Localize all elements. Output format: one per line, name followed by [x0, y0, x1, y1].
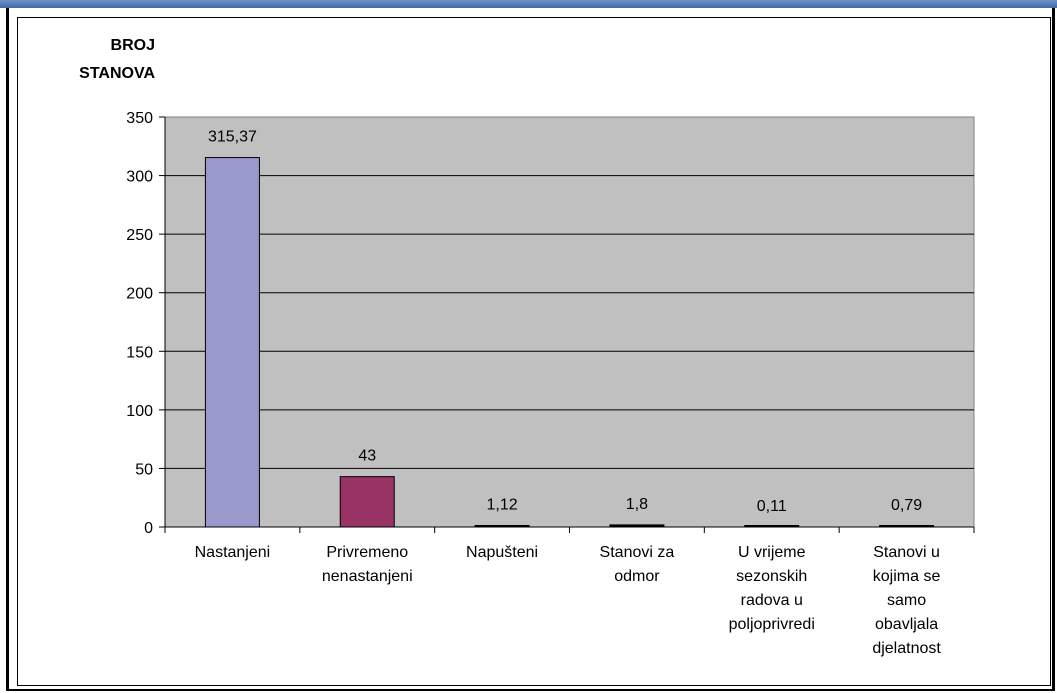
y-tick-label-0: 0 [144, 520, 153, 537]
y-axis-label-line-1: BROJ [111, 37, 155, 54]
y-axis-label-line-2: STANOVA [79, 65, 155, 82]
category-label-5-2: samo [887, 592, 926, 609]
data-label-5: 0,79 [891, 497, 922, 514]
category-label-1-1: nenastanjeni [322, 568, 413, 585]
bar-5 [879, 525, 935, 528]
data-label-0: 315,37 [208, 129, 257, 146]
bar-1 [339, 476, 395, 528]
category-label-4-2: radova u [741, 592, 803, 609]
y-tick-label-1: 50 [135, 461, 153, 478]
y-tick-label-2: 100 [126, 403, 153, 420]
bar-2 [474, 525, 530, 528]
category-label-5-4: djelatnost [872, 640, 941, 657]
category-label-5-3: obavljala [875, 616, 938, 633]
category-label-3-1: odmor [614, 568, 660, 585]
data-label-3: 1,8 [626, 496, 648, 513]
category-label-0-0: Nastanjeni [195, 544, 271, 561]
category-label-1-0: Privremeno [326, 544, 408, 561]
y-tick-label-5: 250 [126, 227, 153, 244]
y-tick-label-3: 150 [126, 344, 153, 361]
y-tick-label-7: 350 [126, 110, 153, 127]
window-title-strip [0, 0, 1057, 8]
category-label-3-0: Stanovi za [600, 544, 675, 561]
category-label-4-3: poljoprivredi [729, 616, 815, 633]
category-label-2-0: Napušteni [466, 544, 538, 561]
data-label-1: 43 [358, 448, 376, 465]
category-label-4-1: sezonskih [736, 568, 807, 585]
y-tick-label-4: 200 [126, 286, 153, 303]
data-label-2: 1,12 [487, 497, 518, 514]
data-label-4: 0,11 [757, 498, 787, 515]
bar-0 [204, 157, 260, 528]
bar-4 [744, 525, 800, 528]
category-label-5-1: kojima se [873, 568, 941, 585]
plot-area: 0 50 100 150 200 250 300 350 315,37 Nastanjeni 43 P… [126, 110, 975, 657]
category-label-5-0: Stanovi u [873, 544, 940, 561]
plot-background [164, 116, 975, 528]
bar-3 [609, 524, 665, 528]
y-tick-label-6: 300 [126, 169, 153, 186]
category-label-4-0: U vrijeme [738, 544, 806, 561]
